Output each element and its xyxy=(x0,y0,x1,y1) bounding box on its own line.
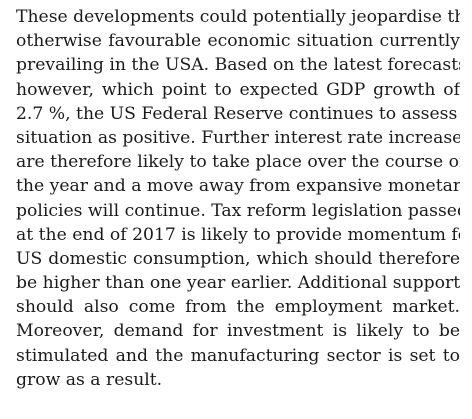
paragraph-line: the year and a move away from expansive … xyxy=(16,176,460,197)
paragraph-line: situation as positive. Further interest … xyxy=(16,127,460,148)
paragraph-line: Moreover, demand for investment is likel… xyxy=(16,321,460,342)
body-paragraph: These developments could potentially jeo… xyxy=(16,5,460,392)
paragraph-line: are therefore likely to take place over … xyxy=(16,152,460,173)
paragraph-line: US domestic consumption, which should th… xyxy=(16,248,460,269)
paragraph-line: prevailing in the USA. Based on the late… xyxy=(16,55,460,76)
paragraph-line: policies will continue. Tax reform legis… xyxy=(16,200,460,221)
paragraph-line: otherwise favourable economic situation … xyxy=(16,31,460,52)
paragraph-line: These developments could potentially jeo… xyxy=(16,7,460,27)
paragraph-line: stimulated and the manufacturing sector … xyxy=(16,345,460,366)
paragraph-line: however, which point to expected GDP gro… xyxy=(16,79,460,100)
paragraph-line: at the end of 2017 is likely to provide … xyxy=(16,224,460,245)
paragraph-line: should also come from the employment mar… xyxy=(16,297,460,318)
paragraph-line: 2.7 %, the US Federal Reserve continues … xyxy=(16,103,460,124)
paragraph-line: grow as a result. xyxy=(16,369,163,390)
paragraph-line: be higher than one year earlier. Additio… xyxy=(16,273,460,294)
